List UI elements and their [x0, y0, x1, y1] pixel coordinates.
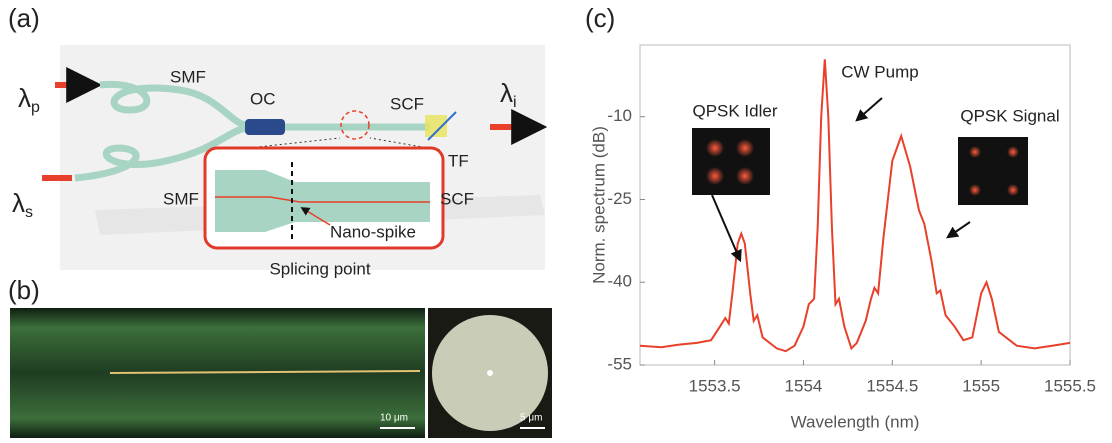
label: SMF	[170, 67, 206, 86]
annotation: QPSK Idler	[692, 101, 777, 120]
annotation: QPSK Signal	[960, 106, 1059, 125]
figure: (a) λp λs λi SMF OC SCF TF SMF SCF Nano-…	[0, 0, 1112, 438]
scale-label: 10 μm	[380, 413, 408, 424]
label: Nano-spike	[330, 222, 416, 241]
input-pump: λp	[18, 83, 40, 116]
panel-label: (a)	[8, 3, 40, 33]
x-tick-label: 1555	[962, 376, 1000, 395]
input-signal: λs	[12, 188, 33, 221]
scale-label: 5 μm	[520, 413, 542, 424]
label: OC	[250, 89, 276, 108]
panel-label: (c)	[585, 3, 615, 33]
label: SCF	[390, 94, 424, 113]
panel-b: (b) 10 μm 5 μm	[8, 275, 552, 438]
y-axis-label: Norm. spectrum (dB)	[589, 126, 608, 284]
x-tick-label: 1554	[785, 376, 823, 395]
y-tick-label: -10	[607, 106, 632, 125]
label: SMF	[163, 189, 199, 208]
x-axis-label: Wavelength (nm)	[791, 412, 920, 431]
x-tick-label: 1553.5	[689, 376, 741, 395]
annotation-arrow	[948, 222, 970, 237]
signal-constellation	[958, 137, 1028, 205]
annotation-arrow	[857, 98, 882, 120]
core	[487, 370, 493, 376]
label: TF	[448, 151, 469, 170]
x-tick-label: 1555.5	[1044, 376, 1096, 395]
panel-label: (b)	[8, 275, 40, 305]
y-tick-label: -25	[607, 189, 632, 208]
label: SCF	[440, 189, 474, 208]
page: {"panels": { "a": {"label": "(a)", "inpu…	[0, 0, 1112, 438]
y-tick-label: -55	[607, 354, 632, 373]
annotation-arrow	[712, 195, 740, 260]
x-tick-label: 1554.5	[866, 376, 918, 395]
filter	[425, 115, 447, 137]
panel-c: (c) Wavelength (nm) Norm. spectrum (dB) …	[585, 3, 1096, 432]
idler-constellation	[692, 128, 770, 195]
annotation: CW Pump	[841, 62, 918, 81]
panel-a: (a) λp λs λi SMF OC SCF TF SMF SCF Nano-…	[8, 3, 545, 279]
coupler	[245, 119, 285, 135]
y-tick-label: -40	[607, 272, 632, 291]
caption: Splicing point	[269, 259, 370, 278]
